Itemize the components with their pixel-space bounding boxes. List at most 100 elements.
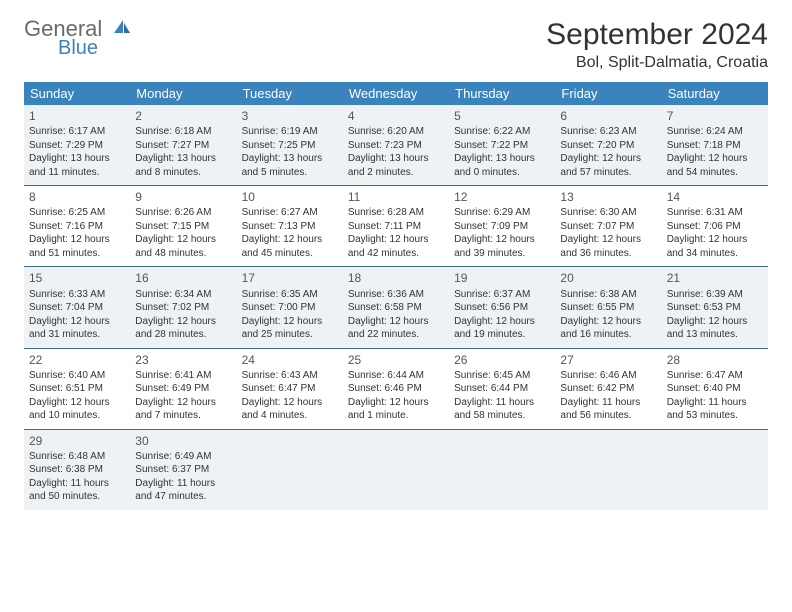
daylight-line: Daylight: 12 hours and 51 minutes. — [29, 233, 125, 260]
calendar: SundayMondayTuesdayWednesdayThursdayFrid… — [24, 82, 768, 510]
sunrise-line: Sunrise: 6:48 AM — [29, 450, 125, 464]
daylight-line: Daylight: 11 hours and 56 minutes. — [560, 396, 656, 423]
sunset-line: Sunset: 7:22 PM — [454, 139, 550, 153]
calendar-cell — [237, 430, 343, 510]
sunrise-line: Sunrise: 6:22 AM — [454, 125, 550, 139]
daylight-line: Daylight: 12 hours and 28 minutes. — [135, 315, 231, 342]
day-number: 30 — [135, 433, 231, 449]
day-number: 24 — [242, 352, 338, 368]
day-number: 13 — [560, 189, 656, 205]
sunrise-line: Sunrise: 6:20 AM — [348, 125, 444, 139]
daylight-line: Daylight: 11 hours and 47 minutes. — [135, 477, 231, 504]
day-header: Tuesday — [237, 82, 343, 105]
sunrise-line: Sunrise: 6:25 AM — [29, 206, 125, 220]
logo-word-2: Blue — [58, 38, 132, 58]
page-header: General Blue September 2024 Bol, Split-D… — [24, 18, 768, 72]
day-number: 18 — [348, 270, 444, 286]
sunrise-line: Sunrise: 6:29 AM — [454, 206, 550, 220]
day-header: Thursday — [449, 82, 555, 105]
sunrise-line: Sunrise: 6:26 AM — [135, 206, 231, 220]
calendar-cell: 30Sunrise: 6:49 AMSunset: 6:37 PMDayligh… — [130, 430, 236, 510]
day-number: 21 — [667, 270, 763, 286]
calendar-cell: 27Sunrise: 6:46 AMSunset: 6:42 PMDayligh… — [555, 349, 661, 429]
daylight-line: Daylight: 13 hours and 8 minutes. — [135, 152, 231, 179]
sunset-line: Sunset: 6:58 PM — [348, 301, 444, 315]
calendar-cell: 29Sunrise: 6:48 AMSunset: 6:38 PMDayligh… — [24, 430, 130, 510]
sunset-line: Sunset: 7:29 PM — [29, 139, 125, 153]
daylight-line: Daylight: 12 hours and 42 minutes. — [348, 233, 444, 260]
day-number: 17 — [242, 270, 338, 286]
sunset-line: Sunset: 7:15 PM — [135, 220, 231, 234]
calendar-cell: 14Sunrise: 6:31 AMSunset: 7:06 PMDayligh… — [662, 186, 768, 266]
calendar-cell: 23Sunrise: 6:41 AMSunset: 6:49 PMDayligh… — [130, 349, 236, 429]
daylight-line: Daylight: 12 hours and 7 minutes. — [135, 396, 231, 423]
calendar-cell: 11Sunrise: 6:28 AMSunset: 7:11 PMDayligh… — [343, 186, 449, 266]
day-headers-row: SundayMondayTuesdayWednesdayThursdayFrid… — [24, 82, 768, 105]
sunset-line: Sunset: 7:00 PM — [242, 301, 338, 315]
daylight-line: Daylight: 13 hours and 11 minutes. — [29, 152, 125, 179]
day-number: 10 — [242, 189, 338, 205]
sunset-line: Sunset: 6:47 PM — [242, 382, 338, 396]
calendar-cell: 25Sunrise: 6:44 AMSunset: 6:46 PMDayligh… — [343, 349, 449, 429]
day-number: 29 — [29, 433, 125, 449]
sunset-line: Sunset: 6:42 PM — [560, 382, 656, 396]
day-number: 11 — [348, 189, 444, 205]
logo: General Blue — [24, 18, 132, 58]
daylight-line: Daylight: 12 hours and 13 minutes. — [667, 315, 763, 342]
sunset-line: Sunset: 7:16 PM — [29, 220, 125, 234]
sunrise-line: Sunrise: 6:28 AM — [348, 206, 444, 220]
sunrise-line: Sunrise: 6:31 AM — [667, 206, 763, 220]
day-number: 3 — [242, 108, 338, 124]
sunrise-line: Sunrise: 6:35 AM — [242, 288, 338, 302]
calendar-cell: 5Sunrise: 6:22 AMSunset: 7:22 PMDaylight… — [449, 105, 555, 185]
sunrise-line: Sunrise: 6:39 AM — [667, 288, 763, 302]
sunrise-line: Sunrise: 6:43 AM — [242, 369, 338, 383]
sunset-line: Sunset: 7:23 PM — [348, 139, 444, 153]
day-number: 6 — [560, 108, 656, 124]
daylight-line: Daylight: 12 hours and 4 minutes. — [242, 396, 338, 423]
daylight-line: Daylight: 12 hours and 1 minute. — [348, 396, 444, 423]
sunset-line: Sunset: 6:51 PM — [29, 382, 125, 396]
sunset-line: Sunset: 6:53 PM — [667, 301, 763, 315]
sunrise-line: Sunrise: 6:44 AM — [348, 369, 444, 383]
calendar-cell: 8Sunrise: 6:25 AMSunset: 7:16 PMDaylight… — [24, 186, 130, 266]
daylight-line: Daylight: 12 hours and 34 minutes. — [667, 233, 763, 260]
sunrise-line: Sunrise: 6:34 AM — [135, 288, 231, 302]
calendar-week: 8Sunrise: 6:25 AMSunset: 7:16 PMDaylight… — [24, 186, 768, 267]
calendar-cell — [555, 430, 661, 510]
sunset-line: Sunset: 7:11 PM — [348, 220, 444, 234]
day-number: 16 — [135, 270, 231, 286]
sunset-line: Sunset: 7:25 PM — [242, 139, 338, 153]
daylight-line: Daylight: 13 hours and 2 minutes. — [348, 152, 444, 179]
day-number: 27 — [560, 352, 656, 368]
sunrise-line: Sunrise: 6:33 AM — [29, 288, 125, 302]
sunset-line: Sunset: 7:18 PM — [667, 139, 763, 153]
daylight-line: Daylight: 12 hours and 19 minutes. — [454, 315, 550, 342]
sunrise-line: Sunrise: 6:49 AM — [135, 450, 231, 464]
day-number: 12 — [454, 189, 550, 205]
sunset-line: Sunset: 7:13 PM — [242, 220, 338, 234]
daylight-line: Daylight: 12 hours and 10 minutes. — [29, 396, 125, 423]
daylight-line: Daylight: 11 hours and 58 minutes. — [454, 396, 550, 423]
sunset-line: Sunset: 6:56 PM — [454, 301, 550, 315]
day-number: 9 — [135, 189, 231, 205]
daylight-line: Daylight: 12 hours and 57 minutes. — [560, 152, 656, 179]
daylight-line: Daylight: 12 hours and 45 minutes. — [242, 233, 338, 260]
sunrise-line: Sunrise: 6:18 AM — [135, 125, 231, 139]
day-number: 25 — [348, 352, 444, 368]
day-header: Wednesday — [343, 82, 449, 105]
calendar-cell: 6Sunrise: 6:23 AMSunset: 7:20 PMDaylight… — [555, 105, 661, 185]
daylight-line: Daylight: 12 hours and 48 minutes. — [135, 233, 231, 260]
sunrise-line: Sunrise: 6:19 AM — [242, 125, 338, 139]
day-header: Monday — [130, 82, 236, 105]
calendar-cell: 10Sunrise: 6:27 AMSunset: 7:13 PMDayligh… — [237, 186, 343, 266]
sunset-line: Sunset: 7:04 PM — [29, 301, 125, 315]
sunset-line: Sunset: 6:46 PM — [348, 382, 444, 396]
title-block: September 2024 Bol, Split-Dalmatia, Croa… — [546, 18, 768, 72]
day-number: 20 — [560, 270, 656, 286]
sunset-line: Sunset: 7:07 PM — [560, 220, 656, 234]
calendar-week: 22Sunrise: 6:40 AMSunset: 6:51 PMDayligh… — [24, 349, 768, 430]
daylight-line: Daylight: 12 hours and 54 minutes. — [667, 152, 763, 179]
daylight-line: Daylight: 12 hours and 39 minutes. — [454, 233, 550, 260]
month-title: September 2024 — [546, 18, 768, 52]
